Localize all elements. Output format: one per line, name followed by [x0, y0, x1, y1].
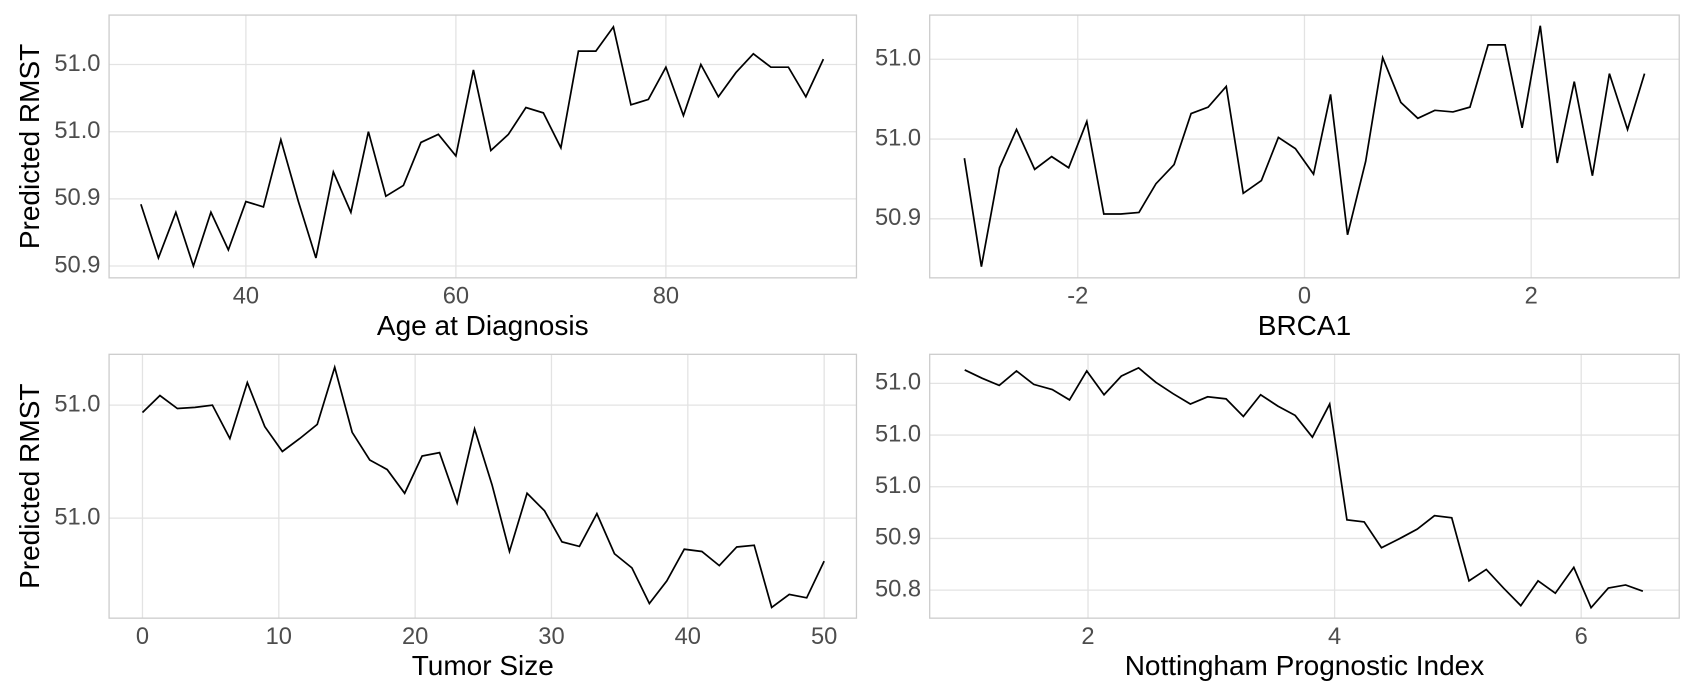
data-line — [964, 366, 1644, 610]
y-tick-label: 50.8 — [875, 576, 921, 602]
y-tick-label: 50.9 — [875, 205, 921, 231]
x-tick-label: 50 — [811, 624, 837, 650]
x-axis-title: Age at Diagnosis — [377, 310, 589, 341]
y-axis-title: Predicted RMST — [14, 44, 45, 249]
x-axis-title: Tumor Size — [412, 650, 554, 681]
x-tick-label: 40 — [233, 283, 259, 309]
y-tick-label: 51.0 — [875, 421, 921, 447]
y-tick-label: 51.0 — [54, 118, 100, 144]
panel-background — [109, 15, 857, 278]
x-tick-label: 2 — [1525, 283, 1538, 309]
panel-background — [109, 354, 857, 619]
y-tick-label: 51.0 — [875, 473, 921, 499]
data-line — [140, 24, 825, 269]
data-line — [141, 364, 825, 609]
y-tick-label: 50.9 — [875, 525, 921, 551]
x-tick-label: 6 — [1575, 624, 1588, 650]
y-tick-label: 51.0 — [54, 504, 100, 530]
y-axis-title: Predicted RMST — [14, 384, 45, 589]
y-tick-label: 51.0 — [875, 370, 921, 396]
y-tick-label: 51.0 — [54, 391, 100, 417]
y-tick-label: 51.0 — [875, 125, 921, 151]
y-tick-label: 51.0 — [54, 51, 100, 77]
x-axis-title: BRCA1 — [1258, 310, 1351, 341]
x-tick-label: 10 — [266, 624, 292, 650]
panel-border — [929, 353, 1680, 619]
panel-border — [108, 353, 858, 619]
x-tick-label: 30 — [538, 624, 564, 650]
x-tick-label: 0 — [1298, 283, 1311, 309]
x-tick-label: 60 — [443, 283, 469, 309]
x-tick-label: 0 — [136, 624, 149, 650]
y-tick-label: 50.9 — [54, 185, 100, 211]
data-line — [963, 25, 1646, 267]
y-tick-label: 51.0 — [875, 46, 921, 72]
panel-border — [108, 14, 858, 279]
x-tick-label: 40 — [675, 624, 701, 650]
x-tick-label: 80 — [653, 283, 679, 309]
panel-border — [929, 14, 1680, 279]
x-tick-label: 4 — [1328, 624, 1341, 650]
x-tick-label: 20 — [402, 624, 428, 650]
x-tick-label: 2 — [1081, 624, 1094, 650]
x-axis-title: Nottingham Prognostic Index — [1125, 650, 1485, 681]
x-tick-label: -2 — [1067, 283, 1088, 309]
y-tick-label: 50.9 — [54, 252, 100, 278]
